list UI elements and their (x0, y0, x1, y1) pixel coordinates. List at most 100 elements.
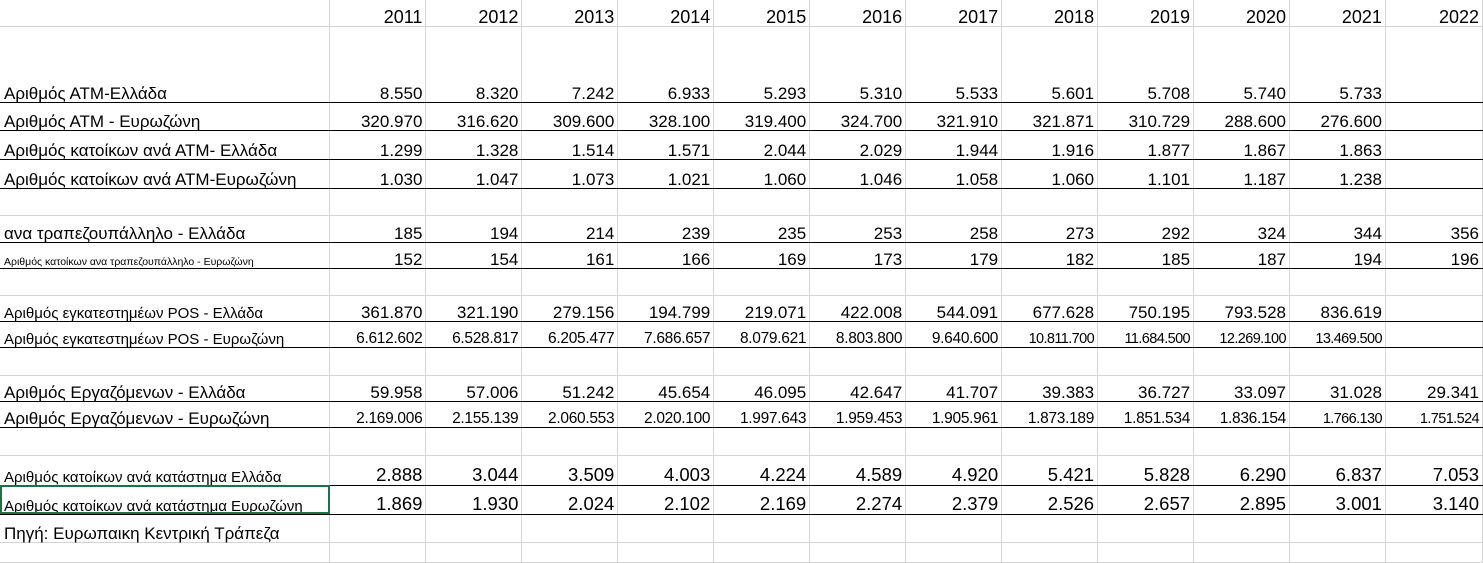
data-cell[interactable]: 6.837 (1289, 454, 1386, 486)
data-cell[interactable]: 677.628 (1001, 294, 1099, 322)
data-cell[interactable]: 2.102 (617, 485, 715, 515)
data-cell[interactable]: 3.044 (425, 454, 523, 486)
data-cell[interactable]: 321.190 (425, 294, 523, 322)
cell[interactable] (425, 542, 523, 563)
row-label[interactable]: Αριθμός ΑΤΜ-Ελλάδα (0, 26, 331, 103)
data-cell[interactable]: 194 (1289, 242, 1386, 269)
row-label[interactable]: Αριθμός Εργαζόμενων - Ευρωζώνη (0, 401, 331, 428)
data-cell[interactable]: 253 (809, 214, 907, 243)
cell[interactable] (1097, 514, 1195, 543)
data-cell[interactable] (1385, 321, 1483, 348)
cell[interactable] (809, 514, 907, 543)
data-cell[interactable]: 194 (425, 214, 523, 243)
data-cell[interactable]: 356 (1385, 214, 1483, 243)
data-cell[interactable]: 41.707 (905, 374, 1003, 402)
cell[interactable] (521, 427, 619, 456)
data-cell[interactable]: 1.836.154 (1193, 401, 1290, 428)
row-label[interactable]: Αριθμός κατοίκων ανά ΑΤΜ- Ελλάδα (0, 130, 331, 160)
data-cell[interactable]: 288.600 (1193, 102, 1290, 131)
data-cell[interactable] (1385, 26, 1483, 103)
data-cell[interactable]: 2.895 (1193, 485, 1290, 515)
cell[interactable] (1289, 427, 1386, 456)
data-cell[interactable]: 185 (1097, 242, 1195, 269)
row-label[interactable]: Αριθμός εγκατεστημέων POS - Ελλάδα (0, 294, 331, 322)
cell[interactable] (1193, 542, 1290, 563)
data-cell[interactable]: 7.242 (521, 26, 619, 103)
cell[interactable] (329, 268, 427, 296)
cell[interactable] (1097, 427, 1195, 456)
data-cell[interactable]: 8.320 (425, 26, 523, 103)
data-cell[interactable]: 36.727 (1097, 374, 1195, 402)
data-cell[interactable]: 2.029 (809, 130, 907, 160)
year-header[interactable]: 2011 (329, 0, 427, 27)
year-header[interactable]: 2013 (521, 0, 619, 27)
cell[interactable] (329, 347, 427, 376)
data-cell[interactable]: 1.873.189 (1001, 401, 1099, 428)
cell[interactable] (329, 542, 427, 563)
data-cell[interactable]: 152 (329, 242, 427, 269)
year-header[interactable]: 2016 (809, 0, 907, 27)
data-cell[interactable]: 276.600 (1289, 102, 1386, 131)
year-header[interactable]: 2012 (425, 0, 523, 27)
data-cell[interactable]: 321.871 (1001, 102, 1099, 131)
cell[interactable] (0, 188, 331, 216)
data-cell[interactable]: 422.008 (809, 294, 907, 322)
cell[interactable] (1193, 514, 1290, 543)
cell[interactable] (1193, 347, 1290, 376)
data-cell[interactable]: 1.058 (905, 159, 1003, 189)
cell[interactable] (905, 347, 1003, 376)
data-cell[interactable]: 235 (713, 214, 811, 243)
data-cell[interactable]: 1.905.961 (905, 401, 1003, 428)
data-cell[interactable]: 42.647 (809, 374, 907, 402)
data-cell[interactable]: 13.469.500 (1289, 321, 1386, 348)
data-cell[interactable]: 8.079.621 (713, 321, 811, 348)
cell[interactable] (329, 514, 427, 543)
data-cell[interactable]: 324.700 (809, 102, 907, 131)
data-cell[interactable]: 344 (1289, 214, 1386, 243)
data-cell[interactable]: 7.053 (1385, 454, 1483, 486)
cell[interactable] (0, 268, 331, 296)
data-cell[interactable]: 8.803.800 (809, 321, 907, 348)
cell[interactable] (0, 0, 331, 27)
cell[interactable] (1289, 514, 1386, 543)
data-cell[interactable]: 1.944 (905, 130, 1003, 160)
data-cell[interactable]: 4.003 (617, 454, 715, 486)
data-cell[interactable]: 328.100 (617, 102, 715, 131)
cell[interactable] (1097, 188, 1195, 216)
data-cell[interactable]: 5.601 (1001, 26, 1099, 103)
row-label[interactable]: Αριθμός κατοίκων ανα τραπεζουπάλληλο - Ε… (0, 242, 331, 269)
data-cell[interactable]: 5.828 (1097, 454, 1195, 486)
row-label[interactable]: ανα τραπεζουπάλληλο - Ελλάδα (0, 214, 331, 243)
data-cell[interactable]: 2.657 (1097, 485, 1195, 515)
data-cell[interactable]: 4.920 (905, 454, 1003, 486)
row-label[interactable]: Αριθμός ΑΤΜ - Ευρωζώνη (0, 102, 331, 131)
row-label[interactable]: Αριθμός κατοίκων ανά ΑΤΜ-Ευρωζώνη (0, 159, 331, 189)
cell[interactable] (905, 268, 1003, 296)
cell[interactable] (1193, 427, 1290, 456)
cell[interactable] (1385, 427, 1483, 456)
data-cell[interactable]: 1.930 (425, 485, 523, 515)
cell[interactable] (617, 188, 715, 216)
data-cell[interactable]: 1.328 (425, 130, 523, 160)
data-cell[interactable]: 1.047 (425, 159, 523, 189)
data-cell[interactable]: 4.589 (809, 454, 907, 486)
cell[interactable] (425, 188, 523, 216)
row-label[interactable]: Αριθμός Εργαζόμενων - Ελλάδα (0, 374, 331, 402)
data-cell[interactable]: 316.620 (425, 102, 523, 131)
data-cell[interactable]: 196 (1385, 242, 1483, 269)
data-cell[interactable]: 2.155.139 (425, 401, 523, 428)
cell[interactable] (905, 514, 1003, 543)
data-cell[interactable]: 2.526 (1001, 485, 1099, 515)
data-cell[interactable]: 5.421 (1001, 454, 1099, 486)
data-cell[interactable] (1385, 130, 1483, 160)
cell[interactable] (425, 268, 523, 296)
data-cell[interactable]: 1.030 (329, 159, 427, 189)
data-cell[interactable]: 544.091 (905, 294, 1003, 322)
data-cell[interactable]: 29.341 (1385, 374, 1483, 402)
data-cell[interactable]: 2.888 (329, 454, 427, 486)
cell[interactable] (617, 268, 715, 296)
data-cell[interactable]: 45.654 (617, 374, 715, 402)
cell[interactable] (0, 542, 331, 563)
data-cell[interactable]: 185 (329, 214, 427, 243)
data-cell[interactable]: 279.156 (521, 294, 619, 322)
